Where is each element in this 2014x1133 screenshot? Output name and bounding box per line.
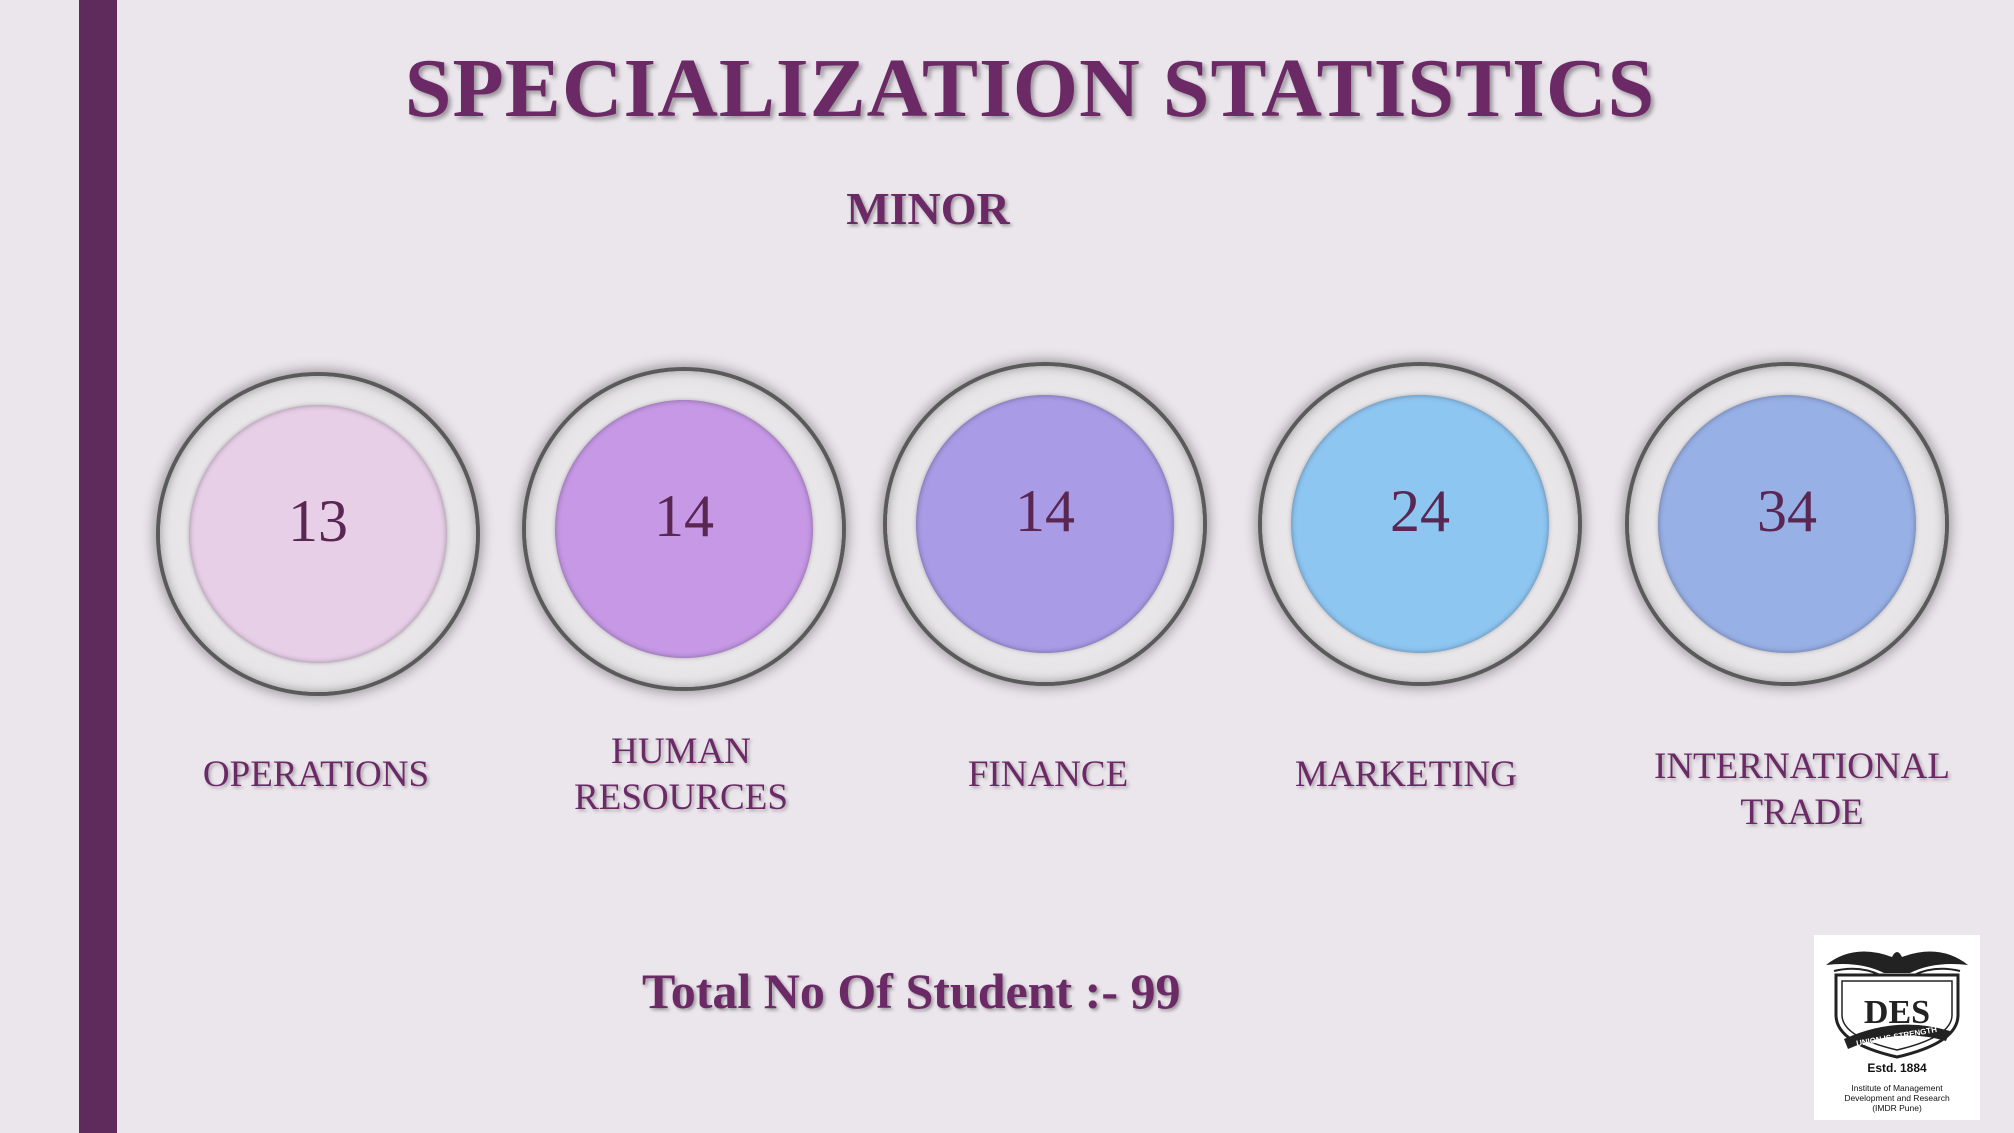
stat-label-international-trade: INTERNATIONAL TRADE <box>1632 744 1972 836</box>
svg-text:DES: DES <box>1864 994 1930 1031</box>
institute-logo: DES UNION IS STRENGTH Estd. 1884 Institu… <box>1814 935 1980 1120</box>
stat-disc-marketing: 24 <box>1291 395 1549 653</box>
page-title: SPECIALIZATION STATISTICS <box>404 42 1656 135</box>
stat-label-line: OPERATIONS <box>202 754 430 795</box>
stat-label-line: MARKETING <box>1295 754 1517 795</box>
stat-value-human-resources: 14 <box>654 482 714 549</box>
stat-circle-human-resources: 14 <box>526 371 842 687</box>
logo-institute-line: Development and Research <box>1844 1093 1950 1103</box>
stat-value-marketing: 24 <box>1390 477 1450 544</box>
stat-value-finance: 14 <box>1015 477 1075 544</box>
stat-label-human-resources: HUMAN RESOURCES <box>511 729 851 821</box>
stat-label-line: TRADE <box>1740 792 1864 833</box>
stat-circle-finance: 14 <box>887 366 1203 682</box>
stat-disc-human-resources: 14 <box>555 400 813 658</box>
stat-label-line: HUMAN <box>611 731 751 772</box>
stat-value-international-trade: 34 <box>1757 477 1817 544</box>
stat-label-line: INTERNATIONAL <box>1654 746 1950 787</box>
stat-circle-marketing: 24 <box>1262 366 1578 682</box>
page-subtitle: MINOR <box>846 183 1010 234</box>
logo-estd: Estd. 1884 <box>1867 1061 1927 1075</box>
logo-institute-name: Institute of Management Development and … <box>1814 1083 1980 1113</box>
stat-value-operations: 13 <box>288 487 348 554</box>
left-accent-bar <box>79 0 117 1133</box>
stat-circle-operations: 13 <box>160 376 476 692</box>
stat-disc-operations: 13 <box>189 405 447 663</box>
stat-disc-international-trade: 34 <box>1658 395 1916 653</box>
stat-label-operations: OPERATIONS <box>146 752 486 798</box>
total-students: Total No Of Student :- 99 <box>642 963 1181 1019</box>
logo-institute-line: Institute of Management <box>1851 1083 1943 1093</box>
stat-label-line: RESOURCES <box>574 777 788 818</box>
stat-disc-finance: 14 <box>916 395 1174 653</box>
stat-circle-international-trade: 34 <box>1629 366 1945 682</box>
logo-institute-line: (IMDR Pune) <box>1872 1103 1922 1113</box>
stat-label-finance: FINANCE <box>878 752 1218 798</box>
crest-icon: DES UNION IS STRENGTH <box>1826 951 1968 1059</box>
stat-label-line: FINANCE <box>967 754 1129 795</box>
stat-label-marketing: MARKETING <box>1236 752 1576 798</box>
